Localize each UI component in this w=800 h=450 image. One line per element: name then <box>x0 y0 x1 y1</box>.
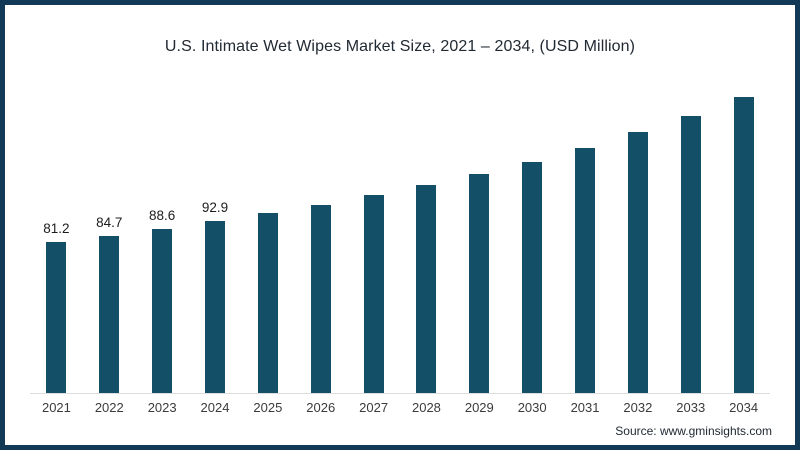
bar <box>363 195 384 393</box>
x-tick-label: 2032 <box>623 400 653 415</box>
bar-column: 88.6 <box>136 70 189 393</box>
bar-column: 92.9 <box>189 70 242 393</box>
bar-column <box>611 70 664 393</box>
x-tick-label: 2029 <box>464 400 494 415</box>
source-attribution: Source: www.gminsights.com <box>615 424 772 438</box>
bar-value-label: 92.9 <box>201 199 229 215</box>
x-tick-label: 2026 <box>306 400 336 415</box>
bar <box>733 97 754 393</box>
x-tick-label: 2028 <box>411 400 441 415</box>
bar-column <box>506 70 559 393</box>
x-tick-label: 2033 <box>676 400 706 415</box>
bar-column <box>453 70 506 393</box>
x-tick-label: 2024 <box>200 400 230 415</box>
bar <box>205 220 225 393</box>
bar <box>575 147 596 393</box>
x-axis: 2021 2022 2023 2024 2025 2026 2027 2028 2029 2030… <box>30 400 770 415</box>
bar <box>310 205 331 393</box>
bar-column <box>400 70 453 393</box>
x-tick-label: 2021 <box>41 400 71 415</box>
x-tick-label: 2031 <box>570 400 600 415</box>
bar-column <box>559 70 612 393</box>
bar <box>416 185 437 393</box>
bar-column <box>347 70 400 393</box>
bar-value-label: 84.7 <box>96 214 123 230</box>
x-tick-label: 2025 <box>253 400 283 415</box>
bar <box>46 242 67 393</box>
bar <box>152 228 173 393</box>
bar-column <box>664 70 717 393</box>
x-tick-label: 2023 <box>147 400 177 415</box>
bar-column <box>294 70 347 393</box>
bar <box>99 235 120 393</box>
bar <box>257 212 278 393</box>
bar-column: 81.2 <box>30 70 83 393</box>
x-axis-line <box>30 393 770 394</box>
x-tick-label: 2022 <box>94 400 124 415</box>
bar-value-label: 88.6 <box>149 207 176 223</box>
bar <box>627 131 648 393</box>
x-tick-label: 2034 <box>729 400 759 415</box>
x-tick-label: 2027 <box>359 400 389 415</box>
bar-value-label: 81.2 <box>43 221 70 237</box>
bar <box>469 174 490 393</box>
bar <box>522 161 543 393</box>
bar-column <box>241 70 294 393</box>
x-tick-label: 2030 <box>517 400 547 415</box>
chart-title: U.S. Intimate Wet Wipes Market Size, 202… <box>164 38 636 55</box>
bar <box>680 115 701 393</box>
bar-column: 84.7 <box>83 70 136 393</box>
bar-column <box>717 70 770 393</box>
plot-area: 81.2 84.7 88.6 92.9 <box>30 70 770 393</box>
